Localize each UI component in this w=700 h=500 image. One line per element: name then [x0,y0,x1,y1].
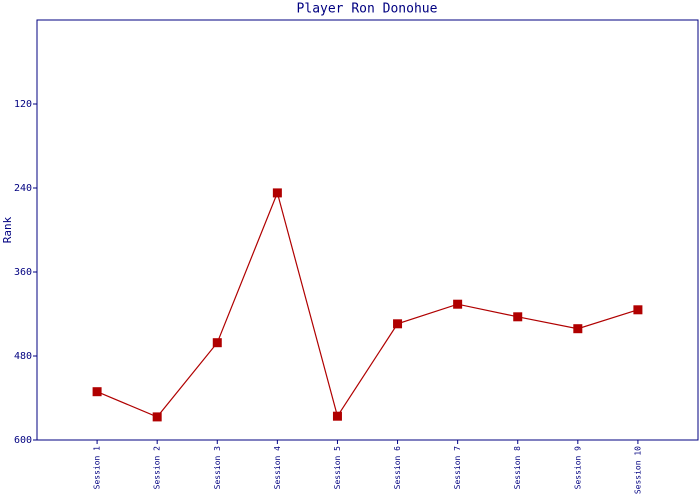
marker [393,319,403,329]
plot-frame [36,19,699,441]
marker [272,188,282,198]
chart-title: Player Ron Donohue [297,2,438,17]
y-axis-label: Rank [1,216,14,243]
marker [513,312,523,322]
x-tick-label: Session 7 [453,446,462,490]
marker [92,387,102,397]
y-tick-label: 120 [14,99,32,110]
x-tick-label: Session 8 [513,446,522,490]
marker [453,299,463,309]
y-tick-label: 360 [14,267,32,278]
x-tick-label: Session 9 [573,446,582,490]
x-tick-label: Session 3 [213,446,222,490]
marker [573,324,583,334]
y-tick-label: 240 [14,183,32,194]
marker [332,411,342,421]
x-tick-label: Session 1 [93,446,102,490]
x-tick-label: Session 4 [273,446,282,490]
marker [152,412,162,422]
line [96,191,639,418]
marker [212,338,222,348]
y-tick-label: 480 [14,351,32,362]
marker [633,305,643,315]
x-tick-label: Session 5 [333,446,342,490]
x-tick-label: Session 6 [393,446,402,490]
x-tick-label: Session 2 [153,446,162,490]
x-tick-label: Session 10 [633,446,642,494]
y-tick-label: 600 [14,435,32,446]
